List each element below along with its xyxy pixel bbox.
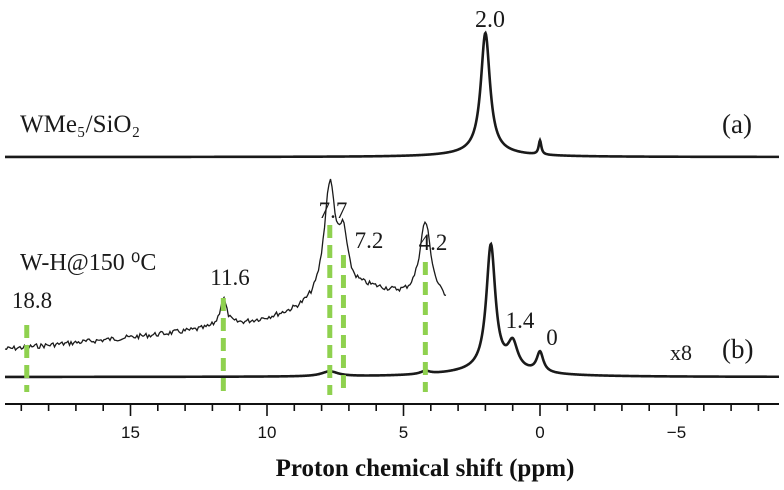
- sample-label-b: W-H@150 ⁰C: [20, 250, 156, 276]
- scale-factor-label: x8: [670, 340, 692, 365]
- peak-label-4-2: 4.2: [419, 230, 448, 255]
- x-tick-label: 10: [258, 423, 277, 442]
- peak-label-0: 0: [546, 325, 558, 350]
- peak-labels: 2.0 18.8 11.6 7.7 7.2 4.2 1.4 0: [12, 7, 558, 350]
- spectrum-a-trace: [5, 30, 779, 159]
- spectrum-b-trace: [5, 241, 779, 379]
- peak-label-7-2: 7.2: [355, 228, 384, 253]
- spectrum-tag-b: (b): [722, 334, 753, 364]
- x-tick-label: 15: [121, 423, 140, 442]
- peak-label-7-7: 7.7: [319, 198, 348, 223]
- x-axis: 15 10 5 0 −5: [5, 403, 779, 442]
- peak-label-18-8: 18.8: [12, 288, 52, 313]
- x-tick-label: 5: [399, 423, 408, 442]
- sample-label-a: WMe₅/SiO₂: [20, 111, 140, 138]
- peak-label-11-6: 11.6: [210, 265, 249, 290]
- x-tick-label: −5: [667, 423, 686, 442]
- x-tick-label: 0: [535, 423, 544, 442]
- peak-label-1-4: 1.4: [506, 308, 535, 333]
- spectrum-traces: [4, 30, 779, 379]
- x-axis-ticks: 15 10 5 0 −5: [20, 404, 760, 442]
- spectrum-tag-a: (a): [722, 109, 752, 139]
- x-axis-title: Proton chemical shift (ppm): [276, 455, 575, 482]
- peak-label-2-0: 2.0: [475, 7, 505, 33]
- peak-guide-lines: [24, 225, 428, 395]
